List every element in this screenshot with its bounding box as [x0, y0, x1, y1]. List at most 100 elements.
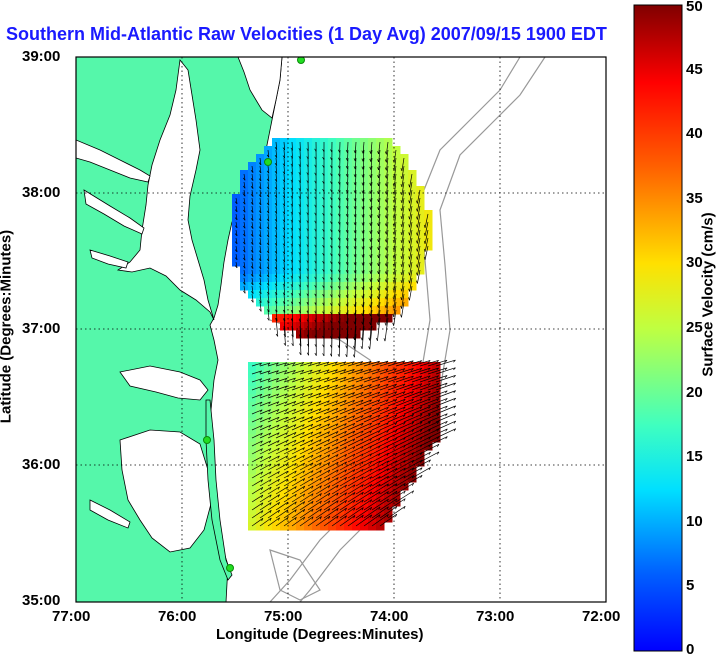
- velocity-arrow-head: [384, 255, 387, 259]
- velocity-arrow: [283, 205, 285, 215]
- velocity-arrow-head: [345, 221, 348, 225]
- velocity-arrow: [275, 189, 278, 198]
- velocity-arrow: [355, 445, 372, 455]
- velocity-arrow-head: [377, 376, 381, 380]
- velocity-arrow: [395, 391, 414, 399]
- velocity-arrow: [267, 455, 280, 463]
- velocity-arrow-head: [353, 254, 356, 258]
- velocity-arrow-head: [285, 432, 288, 436]
- velocity-arrow-head: [345, 197, 348, 201]
- velocity-arrow-head: [274, 227, 278, 230]
- velocity-arrow-head: [242, 233, 246, 237]
- velocity-arrow-head: [384, 183, 387, 187]
- velocity-arrow: [417, 261, 421, 276]
- velocity-arrow-head: [360, 384, 364, 388]
- velocity-arrow-head: [383, 338, 386, 342]
- velocity-arrow-head: [369, 484, 373, 488]
- velocity-arrow-head: [436, 428, 440, 432]
- velocity-arrow: [243, 229, 246, 237]
- velocity-arrow: [251, 253, 254, 261]
- velocity-arrow-head: [408, 232, 410, 236]
- velocity-arrow: [235, 221, 238, 229]
- velocity-arrow-head: [344, 477, 347, 481]
- velocity-arrow: [259, 517, 272, 527]
- velocity-arrow-head: [403, 460, 406, 464]
- velocity-arrow: [267, 447, 280, 455]
- velocity-arrow-head: [369, 174, 372, 178]
- velocity-arrow-head: [330, 229, 333, 233]
- velocity-arrow: [259, 189, 262, 198]
- velocity-arrow-head: [242, 201, 246, 205]
- velocity-arrow: [411, 459, 431, 471]
- velocity-arrow: [411, 406, 431, 415]
- velocity-arrow: [354, 141, 357, 154]
- velocity-arrow-head: [258, 194, 262, 198]
- velocity-arrow-head: [319, 508, 322, 512]
- velocity-arrow-head: [294, 478, 297, 482]
- velocity-arrow-head: [276, 409, 280, 413]
- velocity-arrow-head: [259, 394, 263, 397]
- velocity-arrow-head: [260, 471, 264, 475]
- velocity-arrow-head: [277, 424, 280, 428]
- velocity-arrow-head: [336, 492, 339, 496]
- velocity-arrow-head: [344, 438, 347, 442]
- velocity-arrow: [379, 360, 397, 367]
- velocity-arrow-head: [384, 279, 387, 283]
- velocity-arrow: [370, 189, 373, 202]
- velocity-arrow: [387, 452, 406, 463]
- velocity-arrow-head: [368, 361, 372, 364]
- velocity-arrow: [355, 491, 372, 503]
- velocity-arrow: [275, 377, 288, 383]
- velocity-arrow-head: [282, 243, 285, 247]
- velocity-arrow: [403, 406, 423, 415]
- velocity-arrow-head: [352, 384, 355, 388]
- velocity-arrow-head: [319, 470, 322, 474]
- velocity-arrow-head: [384, 159, 387, 163]
- velocity-arrow: [259, 448, 272, 455]
- velocity-arrow: [307, 439, 322, 447]
- velocity-arrow: [435, 428, 456, 439]
- velocity-arrow: [403, 452, 423, 463]
- velocity-arrow-head: [411, 383, 414, 387]
- velocity-arrow: [267, 486, 280, 495]
- velocity-arrow-head: [427, 360, 431, 363]
- potomac-river: [76, 139, 151, 183]
- velocity-arrow: [307, 385, 321, 391]
- velocity-arrow: [411, 390, 431, 399]
- velocity-arrow: [395, 375, 414, 383]
- velocity-arrow: [347, 285, 349, 298]
- velocity-arrow: [395, 360, 414, 367]
- velocity-arrow: [387, 391, 406, 399]
- velocity-arrow-head: [345, 237, 348, 241]
- velocity-arrow-head: [266, 250, 270, 254]
- velocity-arrow: [251, 261, 254, 269]
- velocity-arrow-head: [276, 378, 279, 381]
- velocity-arrow: [370, 165, 373, 178]
- velocity-arrow-head: [385, 368, 389, 372]
- velocity-arrow: [378, 221, 381, 235]
- velocity-arrow: [385, 285, 389, 300]
- velocity-arrow: [275, 501, 289, 511]
- velocity-arrow: [435, 390, 456, 399]
- velocity-arrow: [363, 460, 381, 471]
- velocity-arrow-head: [250, 234, 254, 237]
- velocity-arrow: [299, 431, 314, 439]
- velocity-arrow-head: [400, 297, 403, 301]
- velocity-arrow: [283, 478, 297, 487]
- velocity-arrow-head: [277, 486, 280, 490]
- velocity-arrow: [386, 141, 389, 155]
- velocity-arrow: [291, 447, 305, 455]
- velocity-arrow: [259, 213, 262, 222]
- velocity-arrow-head: [250, 282, 254, 286]
- velocity-arrow: [339, 376, 355, 383]
- velocity-arrow-head: [377, 414, 381, 418]
- velocity-arrow-head: [403, 406, 406, 410]
- velocity-arrow: [283, 362, 296, 367]
- velocity-arrow: [299, 333, 302, 355]
- velocity-arrow: [362, 189, 365, 202]
- velocity-arrow: [386, 253, 389, 267]
- velocity-arrow: [424, 229, 429, 244]
- velocity-arrow-head: [328, 508, 331, 512]
- velocity-arrow: [299, 508, 314, 519]
